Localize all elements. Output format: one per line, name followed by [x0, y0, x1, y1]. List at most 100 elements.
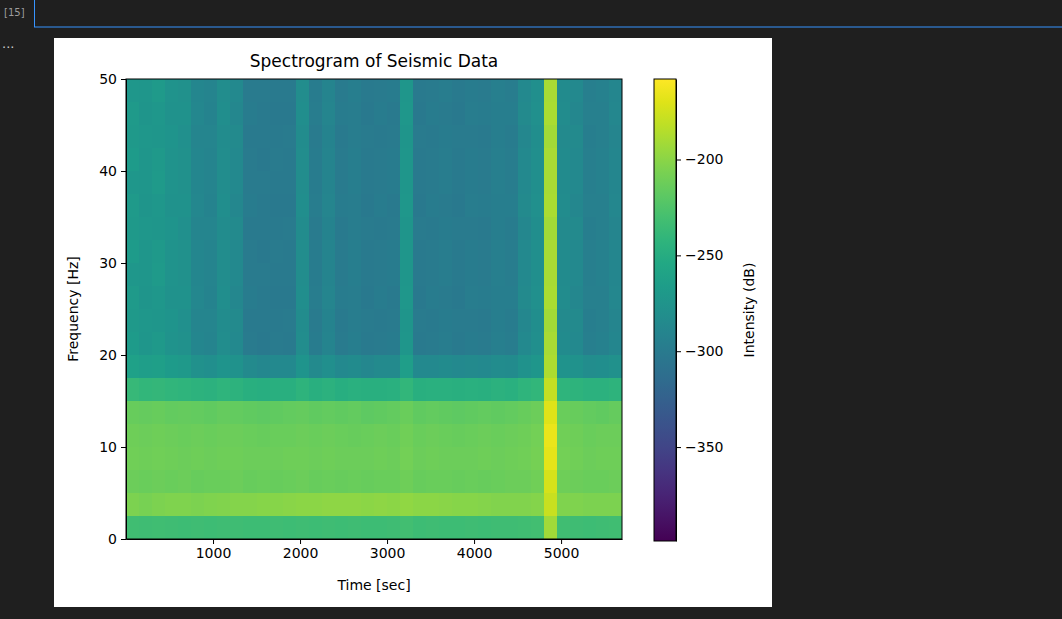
cell [322, 263, 335, 286]
cell [204, 125, 217, 148]
cell [583, 217, 596, 240]
cell [609, 493, 622, 516]
cell [270, 355, 283, 378]
cell [400, 309, 413, 332]
cell [257, 79, 270, 102]
cell [152, 309, 165, 332]
cell [518, 424, 531, 447]
cell [439, 240, 452, 263]
cell [609, 309, 622, 332]
cell [361, 286, 374, 309]
cell [465, 493, 478, 516]
output-prompt: ... [2, 36, 14, 51]
cell [335, 125, 348, 148]
cell [191, 125, 204, 148]
cell [465, 102, 478, 125]
cell [505, 240, 518, 263]
cell [544, 286, 557, 309]
cell [505, 447, 518, 470]
cell [348, 355, 361, 378]
cell [283, 447, 296, 470]
cell [335, 332, 348, 355]
cell [296, 102, 309, 125]
cell [257, 378, 270, 401]
cell [139, 447, 152, 470]
cell [257, 355, 270, 378]
cell [217, 102, 230, 125]
cell [217, 309, 230, 332]
cell [348, 470, 361, 493]
cell [505, 378, 518, 401]
cell [374, 148, 387, 171]
cell [374, 378, 387, 401]
cell [465, 286, 478, 309]
cell [283, 194, 296, 217]
cell [165, 401, 178, 424]
cell [387, 424, 400, 447]
cell [296, 194, 309, 217]
cell [531, 286, 544, 309]
cell [270, 424, 283, 447]
cell [596, 194, 609, 217]
cell [439, 401, 452, 424]
cell [413, 194, 426, 217]
y-tick: 30 [99, 255, 126, 271]
cell [270, 171, 283, 194]
cell [400, 240, 413, 263]
cell [465, 332, 478, 355]
cell [230, 447, 243, 470]
cell [165, 493, 178, 516]
colorbar-tick-mark [676, 255, 681, 256]
cell [413, 332, 426, 355]
cell [139, 79, 152, 102]
cell [322, 516, 335, 539]
cell [270, 286, 283, 309]
cell [309, 401, 322, 424]
cell [230, 401, 243, 424]
cell [152, 125, 165, 148]
cell [557, 171, 570, 194]
colorbar-axis-line [676, 80, 677, 542]
cell [178, 240, 191, 263]
cell [609, 240, 622, 263]
cell [570, 148, 583, 171]
cell [217, 355, 230, 378]
colorbar-title: Intensity (dB) [741, 263, 757, 358]
cell [217, 217, 230, 240]
cell [191, 355, 204, 378]
cell [296, 378, 309, 401]
cell [387, 79, 400, 102]
cell [348, 424, 361, 447]
cell [204, 309, 217, 332]
cell [230, 355, 243, 378]
cell [243, 493, 256, 516]
cell [400, 171, 413, 194]
cell [165, 470, 178, 493]
cell [243, 516, 256, 539]
cell [361, 470, 374, 493]
cell [374, 401, 387, 424]
cell [557, 424, 570, 447]
y-tick: 50 [99, 71, 126, 87]
cell [243, 102, 256, 125]
cell [426, 148, 439, 171]
cell [204, 148, 217, 171]
cell [243, 148, 256, 171]
cell [191, 493, 204, 516]
cell [505, 217, 518, 240]
cell [413, 171, 426, 194]
cell [335, 470, 348, 493]
cell [400, 401, 413, 424]
cell [505, 194, 518, 217]
cell [296, 286, 309, 309]
cell [243, 194, 256, 217]
cell [609, 102, 622, 125]
cell [191, 516, 204, 539]
cell [505, 516, 518, 539]
cell [531, 424, 544, 447]
cell [257, 286, 270, 309]
cell [165, 332, 178, 355]
cell [531, 401, 544, 424]
cell [165, 516, 178, 539]
cell [426, 424, 439, 447]
